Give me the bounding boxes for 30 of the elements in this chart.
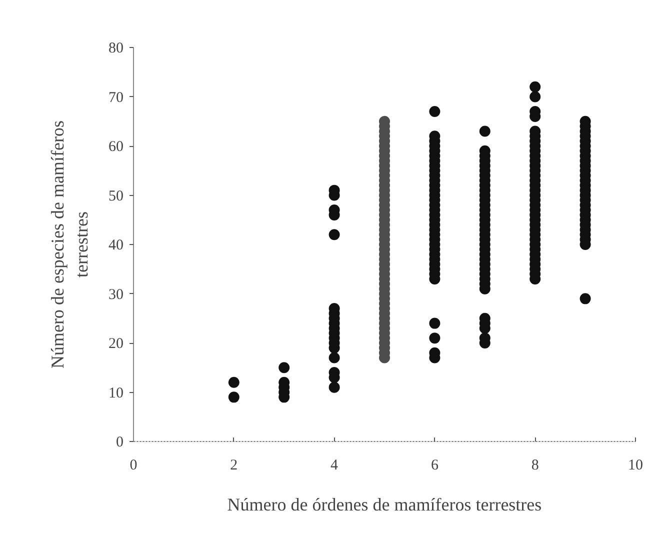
y-tick-label: 30: [108, 286, 124, 303]
y-tick-label: 10: [108, 385, 124, 402]
point: [328, 229, 340, 240]
x-tick-label: 4: [330, 458, 339, 474]
point: [228, 376, 240, 388]
y-axis-title: Número de especies de mamíferos terrestres: [48, 120, 92, 368]
point: [228, 392, 240, 403]
point: [278, 362, 290, 374]
y-tick-label: 0: [116, 434, 124, 450]
x-tick-label: 10: [628, 458, 643, 474]
y-tick-label: 60: [108, 139, 124, 155]
point: [530, 81, 541, 92]
y-tick-label: 50: [108, 188, 124, 204]
point: [328, 382, 340, 393]
point: [429, 106, 440, 118]
x-tick-label: 2: [230, 458, 238, 474]
y-tick-label: 70: [108, 90, 124, 106]
point: [328, 352, 340, 364]
point: [429, 318, 440, 329]
x-tick-label: 8: [531, 458, 539, 474]
x-tick-label: 6: [430, 458, 439, 474]
point: [479, 126, 490, 137]
point: [530, 91, 541, 102]
x-axis-title: Número de órdenes de mamíferos terrestres: [227, 494, 542, 514]
x-tick-label: 0: [130, 458, 138, 474]
y-tick-label: 20: [108, 336, 124, 352]
y-tick-label: 40: [108, 238, 124, 254]
point: [580, 293, 591, 304]
point: [429, 332, 440, 344]
y-tick-label: 80: [108, 40, 124, 56]
